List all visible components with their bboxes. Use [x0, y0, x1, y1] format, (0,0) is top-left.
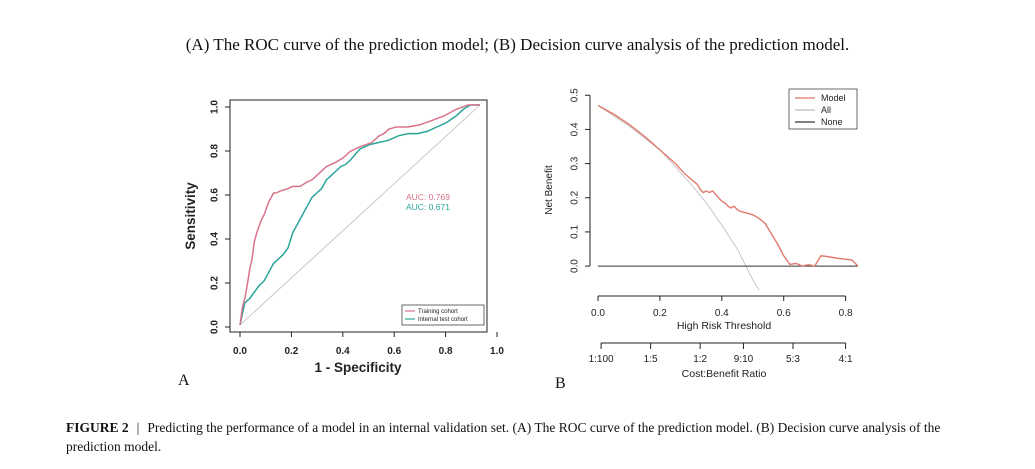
panel-a-label: A: [178, 372, 190, 389]
dca-x-axis-title: High Risk Threshold: [677, 320, 772, 332]
dca-y-tick-label: 0.5: [570, 88, 581, 102]
dca-x2-tick-label: 4:1: [839, 354, 853, 365]
roc-line-reference: [239, 104, 481, 326]
dca-legend: Model All None: [788, 88, 858, 130]
roc-x-tick-label: 0.6: [387, 346, 401, 357]
roc-line-internal-test-cohort: [239, 104, 480, 326]
roc-x-tick-label: 0.2: [284, 346, 298, 357]
roc-legend: Training cohort Internal test cohort: [401, 304, 485, 326]
panel-b-label: B: [555, 375, 566, 392]
roc-plot-frame: [229, 99, 488, 333]
roc-y-axis-title: Sensitivity: [183, 182, 198, 250]
caption-separator: |: [136, 420, 140, 435]
figure-caption: FIGURE 2 | Predicting the performance of a…: [66, 418, 996, 456]
roc-y-tick-label: 1.0: [210, 100, 221, 114]
dca-x2-tick-label: 9:10: [734, 354, 754, 365]
roc-legend-label: Training cohort: [418, 309, 458, 315]
dca-y-tick-label: 0.2: [570, 190, 581, 204]
dca-x-tick-label: 0.8: [839, 308, 853, 319]
roc-y-tick-label: 0.6: [210, 188, 221, 202]
roc-legend-box: [401, 304, 485, 326]
dca-line-model: [598, 104, 858, 267]
dca-x-tick-label: 0.6: [777, 308, 791, 319]
dca-x-tick-label: 0.4: [715, 308, 729, 319]
roc-x-tick-label: 1.0: [490, 346, 504, 357]
roc-x-axis-title: 1 - Specificity: [314, 360, 402, 375]
dca-y-tick-label: 0.4: [570, 122, 581, 136]
dca-x2-tick-label: 5:3: [786, 354, 800, 365]
figure-title: (A) The ROC curve of the prediction mode…: [185, 35, 850, 54]
dca-line-all: [598, 105, 760, 290]
dca-x2-tick-label: 1:5: [644, 354, 658, 365]
roc-y-tick-label: 0.4: [210, 232, 221, 246]
caption-text: Predicting the performance of a model in…: [66, 420, 941, 454]
dca-y-axis-title: Net Benefit: [544, 165, 555, 215]
dca-legend-label: None: [821, 117, 843, 127]
dca-lines: [598, 104, 858, 290]
dca-x-tick-label: 0.0: [591, 308, 605, 319]
roc-x-tick-label: 0.8: [439, 346, 453, 357]
roc-auc-label: AUC: 0.671: [406, 202, 450, 212]
dca-y-tick-label: 0.0: [570, 259, 581, 273]
roc-y-tick-label: 0.8: [210, 144, 221, 158]
roc-lines: [239, 104, 481, 326]
caption-label: FIGURE 2: [66, 420, 129, 435]
roc-y-tick-label: 0.0: [210, 320, 221, 334]
dca-legend-label: All: [821, 105, 831, 115]
roc-line-training-cohort: [239, 104, 480, 326]
dca-y-tick-label: 0.3: [570, 156, 581, 170]
dca-y-tick-label: 0.1: [570, 225, 581, 239]
dca-x2-tick-label: 1:2: [693, 354, 707, 365]
roc-y-tick-label: 0.2: [210, 276, 221, 290]
dca-x2-axis-title: Cost:Benefit Ratio: [682, 368, 767, 380]
roc-auc-label: AUC: 0.769: [406, 192, 450, 202]
roc-x-tick-label: 0.4: [336, 346, 350, 357]
roc-legend-label: Internal test cohort: [418, 317, 468, 323]
roc-x-tick-label: 0.0: [233, 346, 247, 357]
dca-x2-tick-label: 1:100: [589, 354, 614, 365]
dca-legend-label: Model: [821, 93, 846, 103]
dca-axes: 0.0 0.2 0.4 0.6 0.8 High Risk Threshold 0.0 0.1…: [544, 88, 853, 380]
roc-axes: 0.0 0.2 0.4 0.6 0.8 1.0 0.0 0.2 0.4 0.6 0.8 1.0 1 - …: [183, 99, 504, 375]
dca-x-tick-label: 0.2: [653, 308, 667, 319]
